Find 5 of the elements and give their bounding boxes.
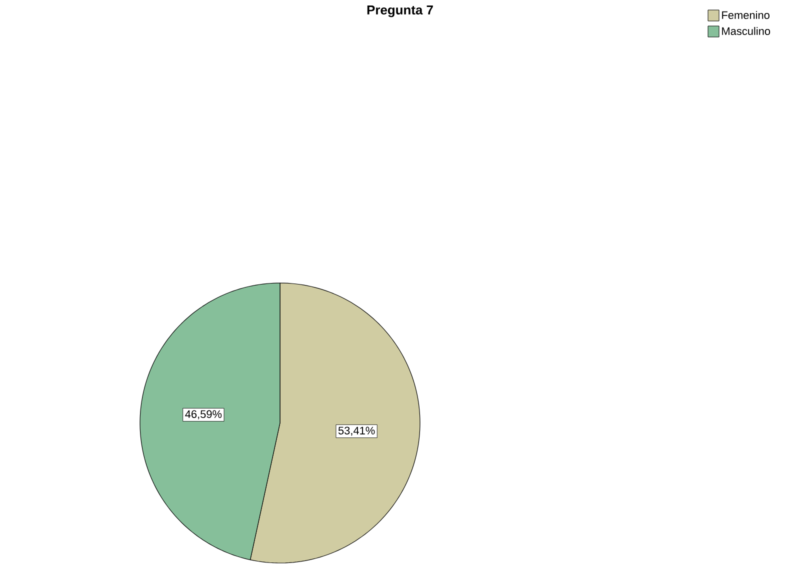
data-label: 53,41% xyxy=(338,426,375,436)
chart-title: Pregunta 7 xyxy=(367,6,433,18)
legend-label: Masculino xyxy=(722,26,770,36)
legend-label: Femenino xyxy=(722,10,770,20)
data-label: 46,59% xyxy=(185,410,222,420)
